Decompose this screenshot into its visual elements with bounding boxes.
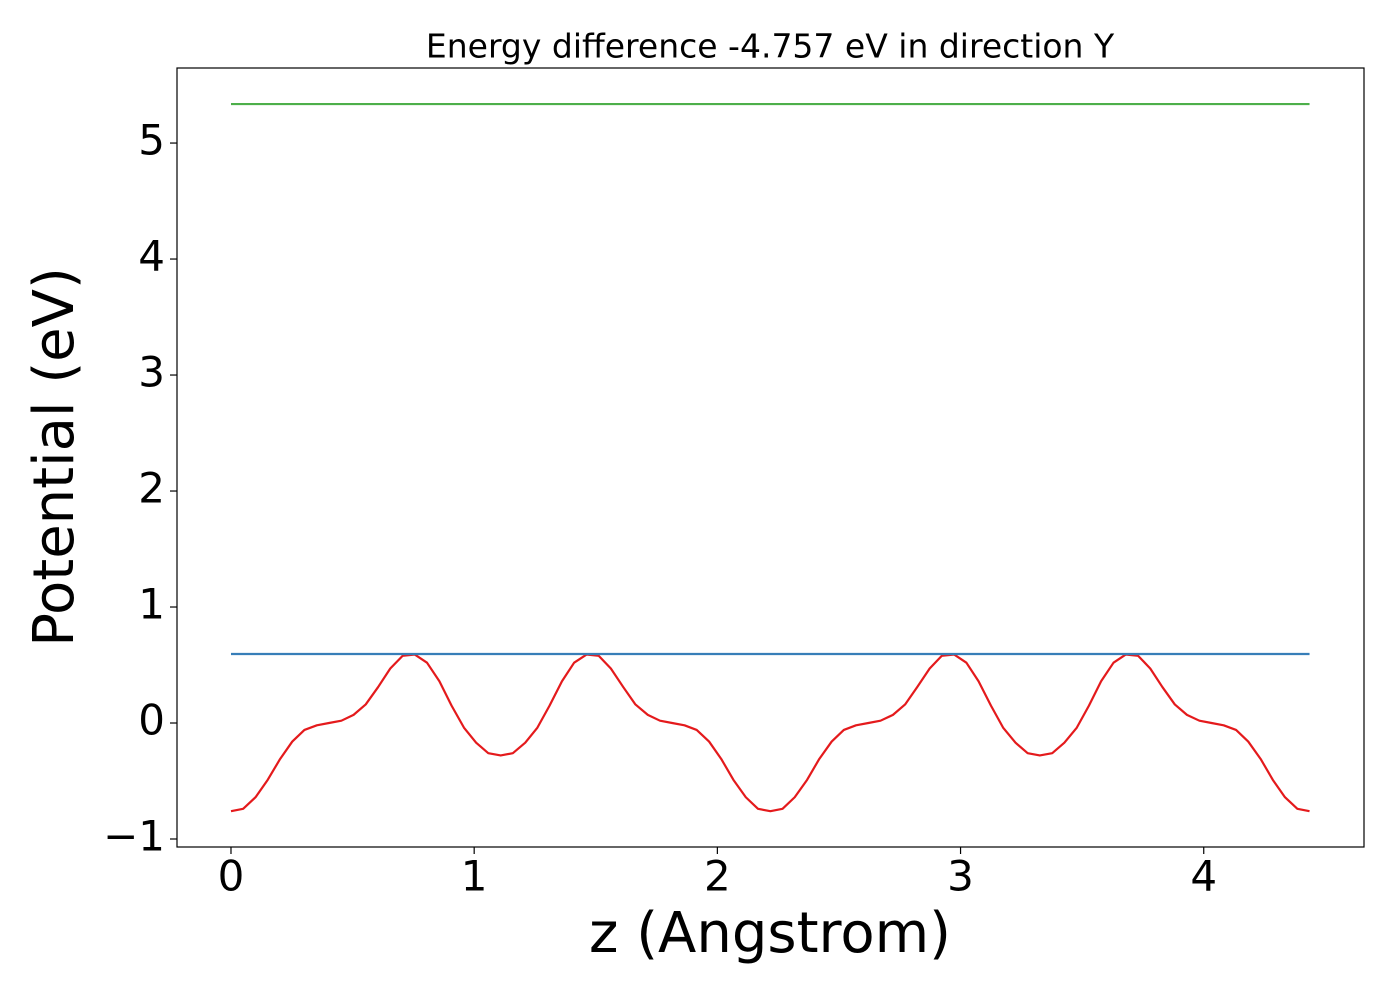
y-tick-label: 1 [138,580,165,629]
y-axis-label: Potential (eV) [22,267,87,647]
y-tick-label: 2 [138,464,165,513]
x-axis-label: z (Angstrom) [589,901,951,966]
y-tick-label: −1 [103,811,165,860]
x-tick-label: 2 [704,852,731,901]
y-tick-label: 5 [138,116,165,165]
x-tick-label: 1 [461,852,488,901]
chart-title: Energy difference -4.757 eV in direction… [426,27,1115,66]
data-line [230,653,1310,813]
x-tick-label: 0 [218,852,245,901]
x-tick-label: 3 [947,852,974,901]
x-tick-label: 4 [1190,852,1217,901]
y-tick-label: 3 [138,348,165,397]
plot-frame [176,67,1365,848]
y-tick-label: 4 [138,232,165,281]
y-tick-label: 0 [138,696,165,745]
